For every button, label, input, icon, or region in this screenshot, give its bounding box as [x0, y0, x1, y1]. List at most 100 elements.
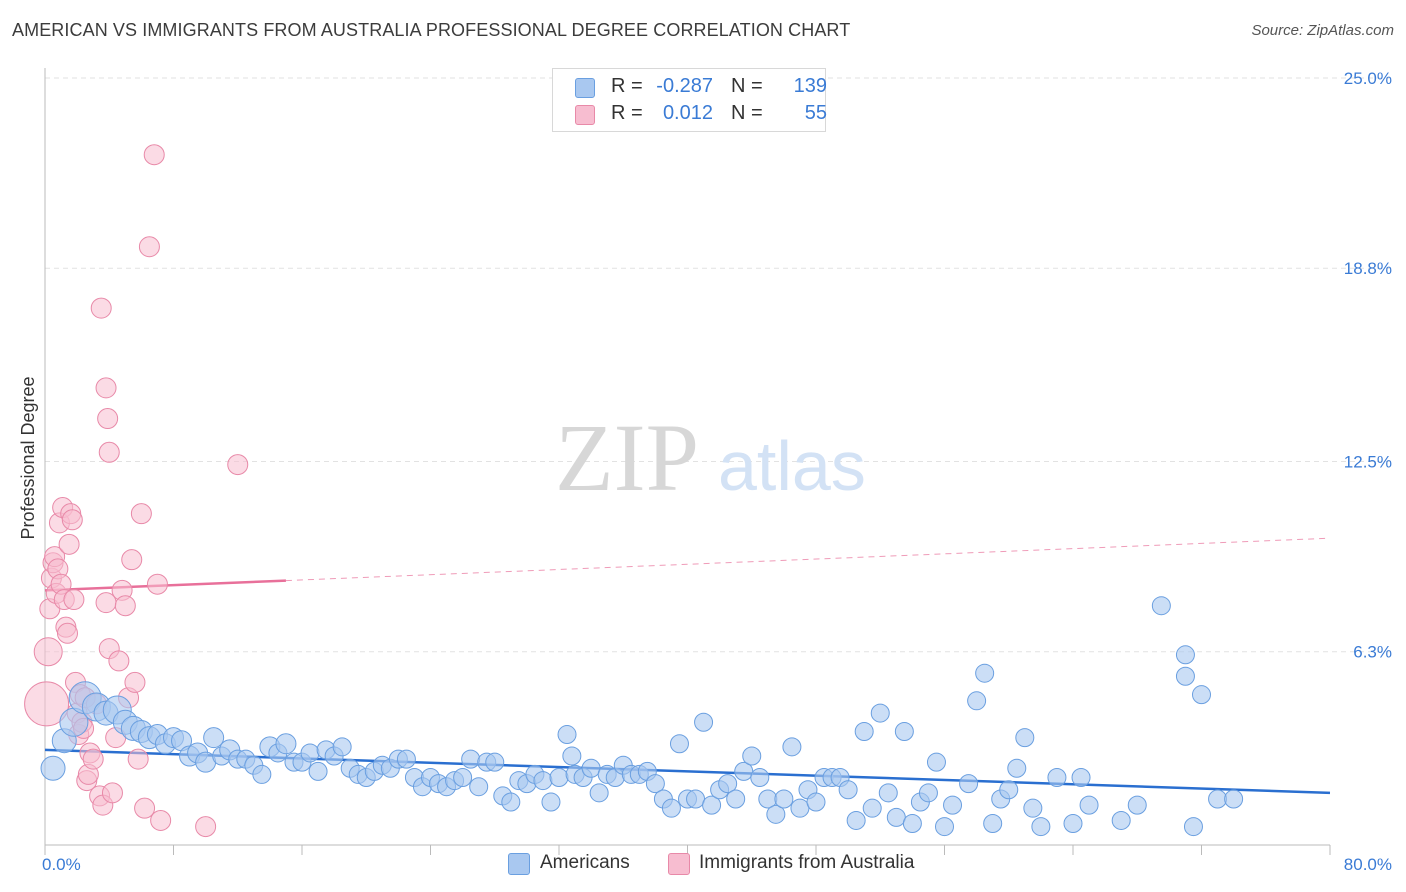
data-point-americans	[661, 798, 681, 818]
legend-swatch-immigrants	[668, 853, 690, 875]
data-point-americans	[645, 774, 665, 794]
legend-swatch-americans	[508, 853, 530, 875]
data-point-immigrants	[150, 809, 172, 831]
data-point-immigrants	[56, 622, 78, 644]
legend-americans: Americans	[508, 851, 648, 877]
gridlines	[45, 77, 1392, 653]
legend-r-label: R =	[611, 75, 643, 97]
data-point-immigrants	[24, 681, 70, 727]
watermark-zip: ZIP	[555, 404, 699, 511]
data-point-americans	[562, 746, 582, 766]
data-point-americans	[967, 691, 987, 711]
legend-label-americans: Americans	[540, 852, 630, 873]
y-tick-label: 18.8%	[1344, 259, 1392, 278]
x-tick-label: 80.0%	[1344, 855, 1392, 874]
legend-swatch-immigrants	[575, 105, 595, 125]
data-point-americans	[702, 795, 722, 815]
data-point-immigrants	[143, 144, 165, 166]
data-point-americans	[1015, 728, 1035, 748]
data-point-americans	[533, 771, 553, 791]
data-point-americans	[790, 798, 810, 818]
data-point-immigrants	[138, 236, 160, 258]
data-point-immigrants	[82, 748, 104, 770]
data-point-americans	[878, 783, 898, 803]
data-point-americans	[549, 768, 569, 788]
series-americans	[40, 596, 1244, 837]
legend-r-label: R =	[611, 102, 643, 124]
y-tick-label: 6.3%	[1353, 643, 1392, 662]
data-point-immigrants	[195, 816, 217, 838]
data-point-americans	[806, 792, 826, 812]
legend-swatch-americans	[575, 78, 595, 98]
data-point-americans	[1224, 789, 1244, 809]
data-point-americans	[581, 758, 601, 778]
data-point-americans	[1071, 768, 1091, 788]
data-point-americans	[1175, 645, 1195, 665]
data-point-americans	[750, 768, 770, 788]
data-point-americans	[252, 764, 272, 784]
data-point-americans	[557, 725, 577, 745]
data-point-americans	[300, 743, 320, 763]
data-point-americans	[501, 792, 521, 812]
data-point-americans	[894, 721, 914, 741]
legend-immigrants-australia: Immigrants from Australia	[668, 851, 948, 877]
data-point-americans	[275, 733, 297, 755]
data-point-immigrants	[114, 595, 136, 617]
data-point-americans	[983, 814, 1003, 834]
data-point-americans	[742, 746, 762, 766]
data-point-americans	[886, 807, 906, 827]
data-point-americans	[485, 752, 505, 772]
data-point-americans	[999, 780, 1019, 800]
data-point-americans	[1151, 596, 1171, 616]
data-point-americans	[396, 749, 416, 769]
data-point-immigrants	[90, 297, 112, 319]
x-tick-labels: 0.0% 80.0%	[42, 855, 1392, 874]
data-point-americans	[1175, 666, 1195, 686]
data-point-americans	[541, 792, 561, 812]
correlation-legend: R = -0.287 N = 139 R = 0.012 N = 55	[552, 68, 827, 132]
data-point-americans	[686, 789, 706, 809]
data-point-americans	[782, 737, 802, 757]
data-point-americans	[1111, 810, 1131, 830]
trend-line-americans	[44, 748, 1331, 795]
data-point-americans	[959, 774, 979, 794]
data-point-americans	[918, 783, 938, 803]
data-point-americans	[40, 755, 66, 781]
trend-line-immigrants-extension	[285, 537, 1331, 582]
data-point-americans	[1063, 814, 1083, 834]
data-point-immigrants	[130, 503, 152, 525]
data-point-immigrants	[63, 589, 85, 611]
data-point-americans	[694, 712, 714, 732]
data-point-immigrants	[98, 441, 120, 463]
legend-n-label: N =	[731, 75, 763, 97]
data-point-immigrants	[95, 377, 117, 399]
watermark-atlas: atlas	[718, 427, 866, 505]
legend-n-value: 139	[793, 75, 827, 97]
watermark: ZIP atlas	[555, 404, 866, 511]
data-point-americans	[902, 814, 922, 834]
data-point-americans	[943, 795, 963, 815]
data-point-americans	[1183, 817, 1203, 837]
data-point-americans	[975, 663, 995, 683]
data-point-americans	[461, 749, 481, 769]
data-point-immigrants	[124, 671, 146, 693]
legend-label-immigrants: Immigrants from Australia	[699, 852, 915, 873]
data-point-americans	[1079, 795, 1099, 815]
data-point-americans	[935, 817, 954, 837]
data-point-americans	[669, 734, 689, 754]
data-point-americans	[854, 721, 874, 741]
data-point-immigrants	[33, 637, 63, 667]
data-point-immigrants	[121, 549, 143, 571]
data-point-americans	[1031, 817, 1051, 837]
data-point-immigrants	[97, 408, 119, 430]
data-point-americans	[589, 783, 609, 803]
x-tick-label: 0.0%	[42, 855, 81, 874]
data-point-americans	[1192, 685, 1211, 705]
data-point-americans	[1127, 795, 1147, 815]
y-tick-label: 12.5%	[1344, 453, 1392, 472]
data-point-immigrants	[108, 650, 130, 672]
chart-title: AMERICAN VS IMMIGRANTS FROM AUSTRALIA PR…	[12, 20, 851, 40]
data-point-americans	[870, 703, 890, 723]
data-point-americans	[1208, 789, 1228, 809]
